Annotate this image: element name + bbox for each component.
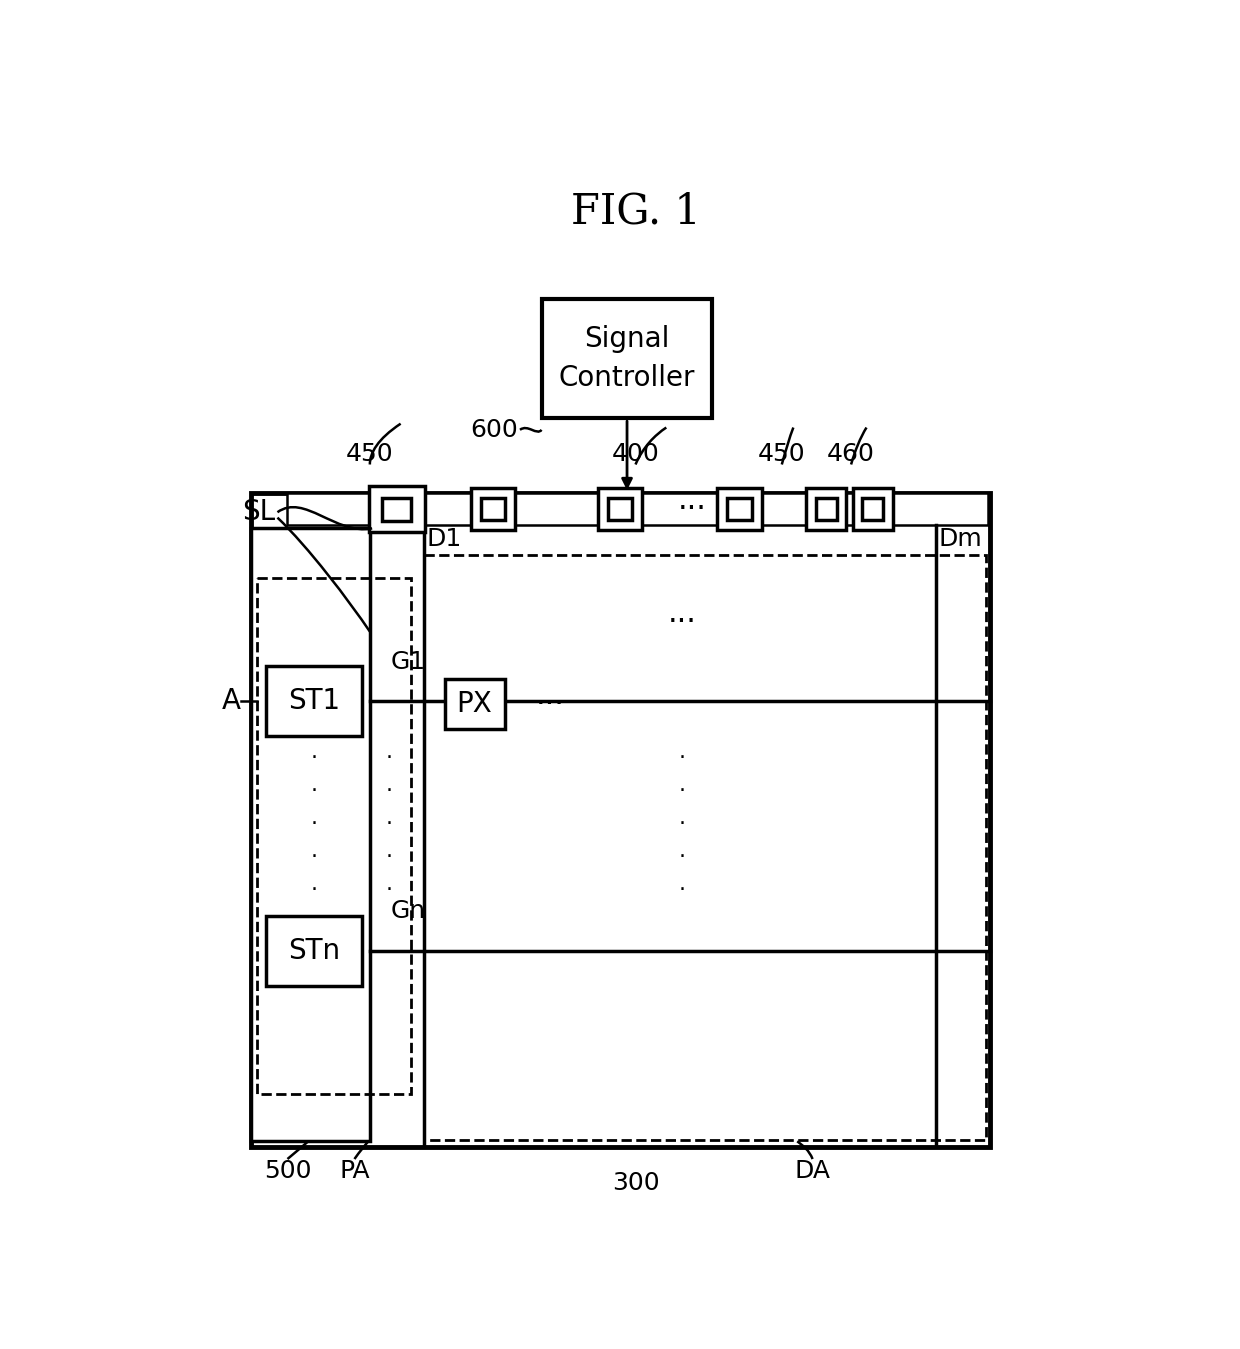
Text: 460: 460 xyxy=(827,442,875,465)
Bar xyxy=(816,498,837,519)
Text: 500: 500 xyxy=(264,1159,311,1183)
Bar xyxy=(424,554,986,1140)
Text: STn: STn xyxy=(288,938,340,965)
Text: 450: 450 xyxy=(758,442,806,465)
Text: ST1: ST1 xyxy=(288,687,340,715)
Bar xyxy=(370,486,424,533)
Bar xyxy=(288,492,988,525)
Text: SL: SL xyxy=(242,498,275,526)
Bar xyxy=(806,488,847,530)
Bar xyxy=(481,498,506,519)
Text: DA: DA xyxy=(795,1159,831,1183)
Bar xyxy=(265,916,362,986)
Text: Gn: Gn xyxy=(391,898,425,923)
Bar xyxy=(257,577,410,1094)
Bar xyxy=(608,498,632,519)
Bar xyxy=(727,498,751,519)
Text: PA: PA xyxy=(339,1159,370,1183)
Bar xyxy=(250,529,370,1141)
Bar xyxy=(862,498,883,519)
Bar xyxy=(542,299,713,418)
Text: 450: 450 xyxy=(346,442,393,465)
Text: D1: D1 xyxy=(427,527,461,552)
Text: ·
·
·
·
·: · · · · · xyxy=(310,749,317,900)
Bar xyxy=(444,680,505,730)
Text: 300: 300 xyxy=(611,1171,660,1195)
Text: ·
·
·
·
·: · · · · · xyxy=(678,749,686,900)
Text: ·
·
·
·
·: · · · · · xyxy=(386,749,393,900)
Text: FIG. 1: FIG. 1 xyxy=(570,192,701,233)
Text: Signal
Controller: Signal Controller xyxy=(559,325,696,393)
Bar xyxy=(265,666,362,735)
Text: ···: ··· xyxy=(677,495,706,523)
Text: G1: G1 xyxy=(391,650,425,674)
Bar xyxy=(853,488,893,530)
Bar xyxy=(382,498,412,521)
Text: PX: PX xyxy=(456,691,492,719)
Text: ···: ··· xyxy=(536,689,564,719)
Bar xyxy=(598,488,642,530)
Bar xyxy=(250,492,990,1148)
Bar xyxy=(717,488,761,530)
Text: 600: 600 xyxy=(471,418,518,442)
Text: ···: ··· xyxy=(667,608,696,637)
Text: Dm: Dm xyxy=(939,527,982,552)
Text: A: A xyxy=(222,687,241,715)
Bar xyxy=(471,488,516,530)
Text: 400: 400 xyxy=(611,442,660,465)
